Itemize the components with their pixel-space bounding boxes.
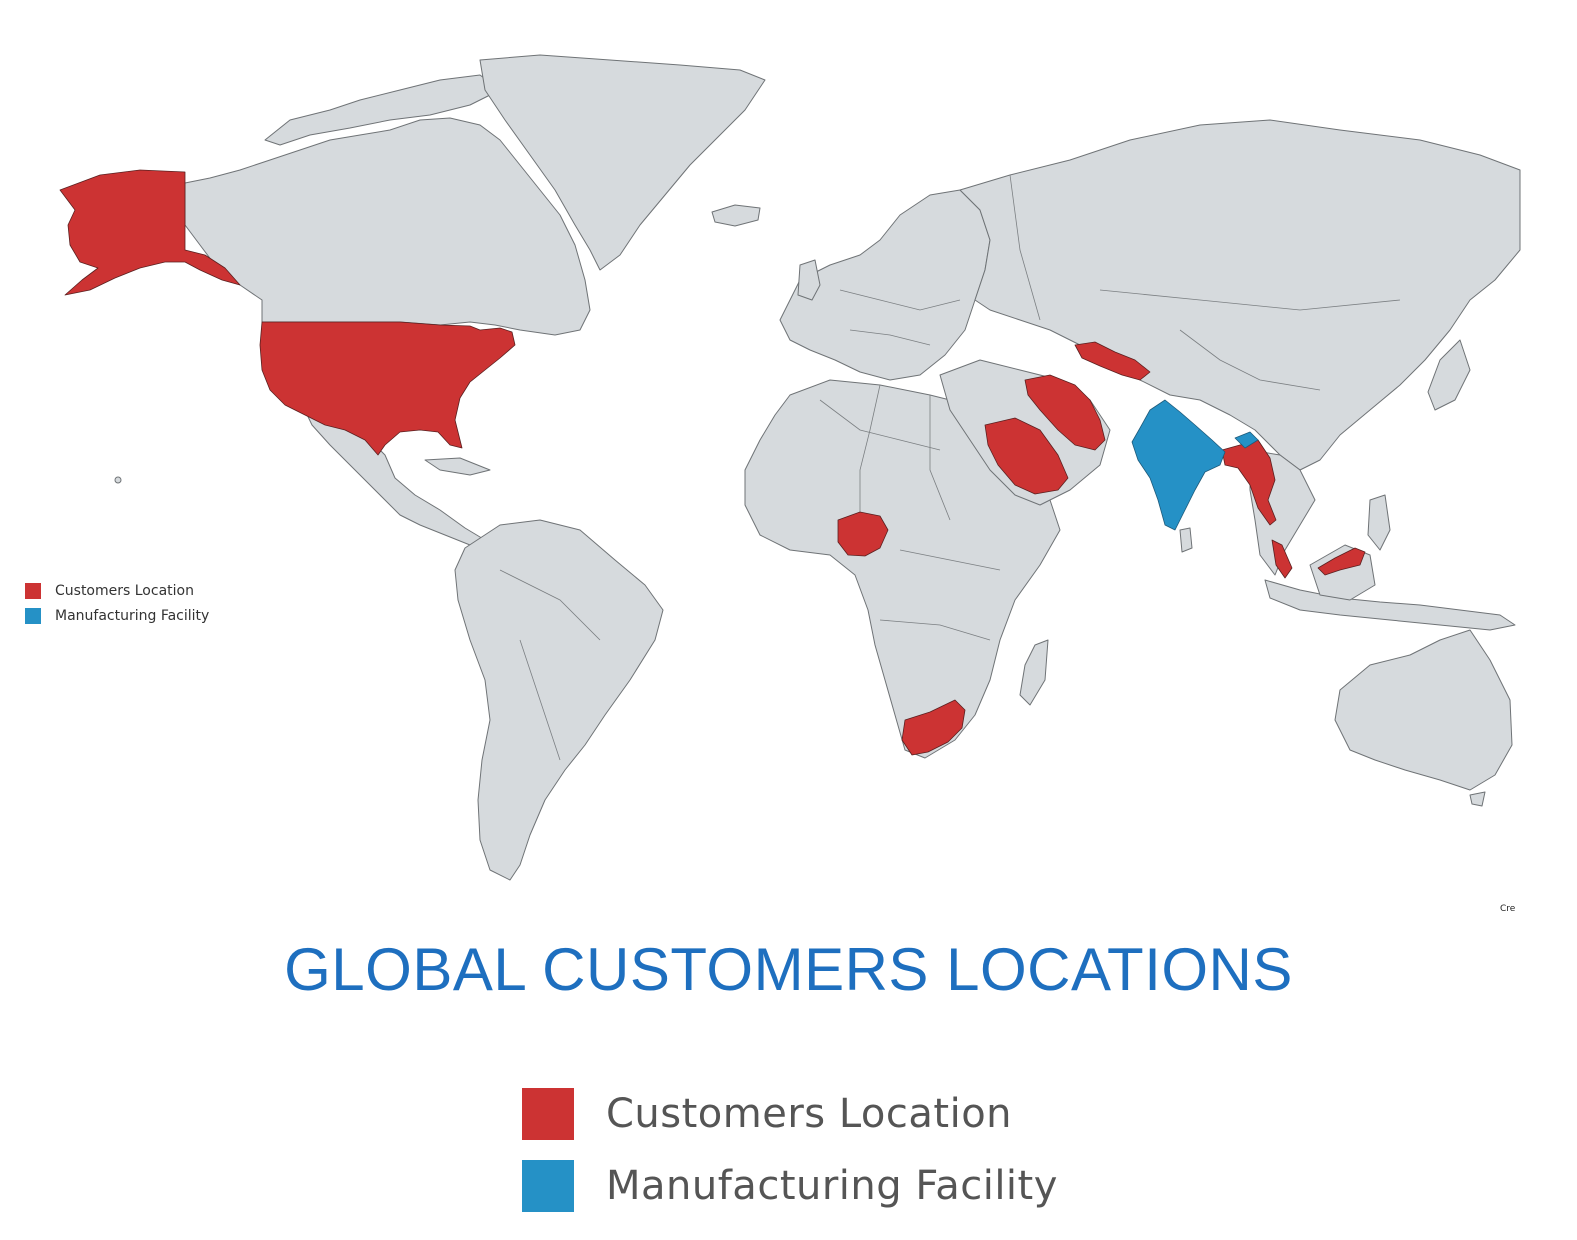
philippines — [1367, 494, 1391, 551]
japan — [1427, 339, 1471, 411]
asia — [959, 119, 1521, 471]
country-borders — [499, 174, 1401, 761]
legend-item-customers: Customers Location — [522, 1078, 1058, 1150]
canada-land — [184, 117, 591, 336]
south-america — [454, 519, 664, 881]
customers-swatch-large — [522, 1088, 574, 1140]
manufacturing-swatch-large — [522, 1160, 574, 1212]
region-south-africa[interactable] — [901, 699, 966, 756]
small-legend-item-customers: Customers Location — [25, 578, 209, 603]
caribbean — [424, 457, 491, 476]
region-india[interactable] — [1131, 399, 1226, 531]
manufacturing-regions — [1131, 399, 1259, 531]
sri-lanka — [1179, 527, 1193, 553]
greenland — [479, 54, 766, 271]
borneo — [1309, 544, 1376, 601]
indonesia — [1264, 579, 1516, 631]
world-map-svg — [59, 54, 1521, 881]
region-iran[interactable] — [1024, 374, 1106, 451]
small-legend-customers-label: Customers Location — [55, 582, 194, 599]
region-saudi-arabia[interactable] — [984, 417, 1069, 495]
map-legend-large: Customers Location Manufacturing Facilit… — [522, 1078, 1058, 1222]
map-legend-small: Customers Location Manufacturing Facilit… — [25, 578, 209, 628]
region-united-states[interactable] — [259, 321, 516, 456]
region-malaysia-peninsula[interactable] — [1271, 539, 1293, 579]
hawaii — [114, 476, 122, 484]
region-malaysia-borneo[interactable] — [1317, 547, 1366, 576]
world-map: Customers Location Manufacturing Facilit… — [25, 54, 1521, 914]
iceland — [711, 204, 761, 227]
region-uzbekistan[interactable] — [1074, 341, 1151, 381]
tasmania — [1469, 791, 1486, 807]
australia — [1334, 629, 1513, 791]
page-title: GLOBAL CUSTOMERS LOCATIONS — [284, 936, 1293, 1003]
landmasses — [114, 54, 1521, 881]
map-credit: Cre — [1500, 904, 1516, 914]
uk — [797, 259, 821, 301]
madagascar — [1019, 639, 1049, 706]
region-nigeria[interactable] — [837, 511, 889, 557]
legend-customers-label: Customers Location — [606, 1091, 1013, 1137]
manufacturing-swatch — [25, 607, 41, 624]
legend-item-manufacturing: Manufacturing Facility — [522, 1150, 1058, 1222]
region-alaska[interactable] — [59, 169, 241, 296]
customers-swatch — [25, 582, 41, 599]
region-india-northeast[interactable] — [1234, 431, 1259, 449]
small-legend-manufacturing-label: Manufacturing Facility — [55, 607, 210, 624]
small-legend-item-manufacturing: Manufacturing Facility — [25, 603, 209, 628]
customer-regions — [59, 169, 1366, 756]
legend-manufacturing-label: Manufacturing Facility — [606, 1163, 1058, 1209]
